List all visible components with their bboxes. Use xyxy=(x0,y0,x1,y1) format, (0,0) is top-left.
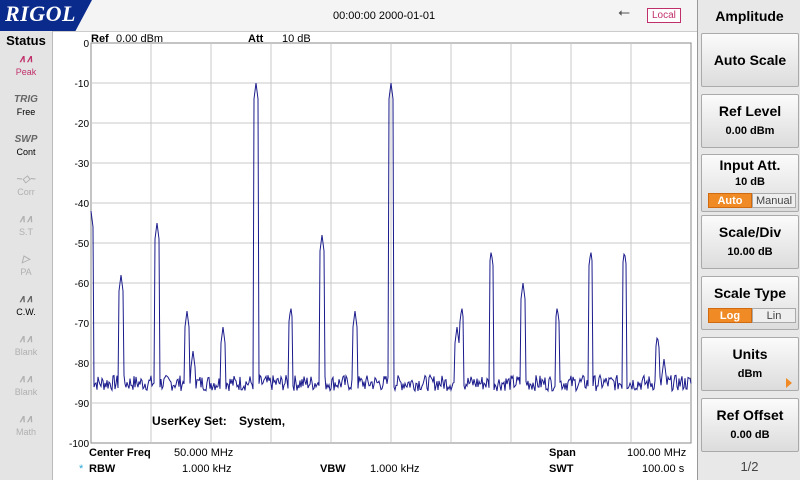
status-item-blank[interactable]: ∧∧ Blank xyxy=(6,333,46,369)
status-item-math[interactable]: ∧∧ Math xyxy=(6,413,46,449)
datetime: 00:00:00 2000-01-01 xyxy=(333,10,436,22)
vbw-value: 1.000 kHz xyxy=(370,463,420,475)
submenu-arrow-icon xyxy=(786,378,792,388)
spectrum-plot: 0 -10 -20 -30 -40 -50 -60 -70 -80 -90 -100 Ref 0.0… xyxy=(69,33,692,475)
scale-div-label: Scale/Div xyxy=(718,224,782,240)
scale-lin-option[interactable]: Lin xyxy=(752,308,796,323)
ref-level-label: Ref Level xyxy=(718,103,782,119)
ref-label: Ref xyxy=(91,33,109,45)
y-tick-label: -30 xyxy=(75,159,90,170)
center-freq-value: 50.000 MHz xyxy=(174,447,233,459)
input-att-value: 10 dB xyxy=(735,176,765,188)
spectrum-display: 0 -10 -20 -30 -40 -50 -60 -70 -80 -90 -100 Ref 0.0… xyxy=(52,31,697,480)
userkey-value: System, xyxy=(239,414,285,428)
scale-type-label: Scale Type xyxy=(713,285,787,301)
usb-icon: ⭠ xyxy=(618,4,631,21)
y-tick-label: 0 xyxy=(83,39,89,50)
status-item-label: PA xyxy=(20,267,32,277)
status-item-label: Math xyxy=(15,427,36,437)
blank-icon: ∧∧ xyxy=(18,334,34,345)
y-tick-label: -70 xyxy=(75,319,90,330)
y-tick-label: -20 xyxy=(75,119,90,130)
brand-text: RIGOL xyxy=(5,1,76,26)
status-item-st[interactable]: ∧∧ S.T xyxy=(6,213,46,249)
att-manual-option[interactable]: Manual xyxy=(752,193,796,208)
span-value: 100.00 MHz xyxy=(627,447,686,459)
ref-offset-button[interactable]: Ref Offset 0.00 dB xyxy=(701,398,799,452)
local-badge[interactable]: Local xyxy=(647,8,681,23)
auto-scale-button[interactable]: Auto Scale xyxy=(701,33,799,87)
status-item-cont[interactable]: SWP Cont xyxy=(6,133,46,169)
ref-value: 0.00 dBm xyxy=(116,33,163,45)
ref-offset-label: Ref Offset xyxy=(716,407,784,423)
scale-type-toggle[interactable]: Log Lin xyxy=(708,308,796,323)
scale-div-button[interactable]: Scale/Div 10.00 dB xyxy=(701,215,799,269)
status-item-free[interactable]: TRIG Free xyxy=(6,93,46,129)
st-icon: ∧∧ xyxy=(18,214,34,225)
status-item-blank[interactable]: ∧∧ Blank xyxy=(6,373,46,409)
math-icon: ∧∧ xyxy=(18,414,34,425)
scale-type-button[interactable]: Scale Type Log Lin xyxy=(701,276,799,330)
cw-icon: ∧∧ xyxy=(18,294,34,305)
peak-icon: ∧∧ xyxy=(18,54,34,65)
status-item-label: Corr xyxy=(17,187,35,197)
y-tick-label: -10 xyxy=(75,79,90,90)
status-item-corr[interactable]: ~◇~ Corr xyxy=(6,173,46,209)
input-att-label: Input Att. xyxy=(719,157,781,173)
att-mode-toggle[interactable]: Auto Manual xyxy=(708,193,796,208)
att-value: 10 dB xyxy=(282,33,311,45)
center-freq-label: Center Freq xyxy=(89,447,151,459)
trig-text-icon: TRIG xyxy=(14,94,38,105)
status-title: Status xyxy=(6,33,46,48)
ref-level-button[interactable]: Ref Level 0.00 dBm xyxy=(701,94,799,148)
scale-div-value: 10.00 dB xyxy=(727,246,773,258)
swp-text-icon: SWP xyxy=(14,134,38,145)
units-button[interactable]: Units dBm xyxy=(701,337,799,391)
status-item-label: S.T xyxy=(18,227,33,237)
y-tick-label: -50 xyxy=(75,239,90,250)
units-label: Units xyxy=(732,346,768,362)
status-item-label: Free xyxy=(16,107,36,117)
vbw-label: VBW xyxy=(320,463,346,475)
units-value: dBm xyxy=(737,368,763,380)
rbw-marker: * xyxy=(79,463,84,475)
scale-log-option[interactable]: Log xyxy=(708,308,752,323)
span-label: Span xyxy=(549,447,576,459)
ref-offset-value: 0.00 dB xyxy=(730,429,770,441)
status-item-label: Blank xyxy=(14,387,38,397)
y-tick-label: -100 xyxy=(69,439,89,450)
pa-icon: ▷ xyxy=(22,254,30,265)
status-item-peak[interactable]: ∧∧ Peak xyxy=(6,53,46,89)
auto-scale-label: Auto Scale xyxy=(713,52,787,68)
amplitude-menu: Amplitude Auto Scale Ref Level 0.00 dBm … xyxy=(697,0,800,480)
swt-value: 100.00 s xyxy=(642,463,685,475)
input-att-button[interactable]: Input Att. 10 dB Auto Manual xyxy=(701,154,799,212)
rbw-label: RBW xyxy=(89,463,116,475)
att-label: Att xyxy=(248,33,264,45)
menu-page-indicator[interactable]: 1/2 xyxy=(740,459,759,474)
status-item-label: C.W. xyxy=(16,307,36,317)
status-item-label: Cont xyxy=(16,147,36,157)
status-item-cw[interactable]: ∧∧ C.W. xyxy=(6,293,46,329)
rigol-logo: RIGOL xyxy=(0,0,92,31)
menu-title: Amplitude xyxy=(715,8,784,24)
status-item-pa[interactable]: ▷ PA xyxy=(6,253,46,289)
y-tick-label: -90 xyxy=(75,399,90,410)
status-item-label: Blank xyxy=(14,347,38,357)
att-auto-option[interactable]: Auto xyxy=(708,193,752,208)
y-tick-label: -40 xyxy=(75,199,90,210)
status-item-label: Peak xyxy=(15,67,37,77)
ref-level-value: 0.00 dBm xyxy=(725,125,775,137)
userkey-label: UserKey Set: xyxy=(152,414,227,428)
swt-label: SWT xyxy=(549,463,574,475)
spectrum-trace xyxy=(90,82,692,393)
y-tick-label: -60 xyxy=(75,279,90,290)
blank-icon: ∧∧ xyxy=(18,374,34,385)
y-tick-label: -80 xyxy=(75,359,90,370)
status-panel: Status ∧∧ Peak TRIG Free SWP Cont ~◇~ Corr ∧∧ S.T… xyxy=(0,31,53,480)
corr-icon: ~◇~ xyxy=(16,174,36,185)
top-bar: RIGOL 00:00:00 2000-01-01 ⭠ Local xyxy=(0,0,697,32)
rbw-value: 1.000 kHz xyxy=(182,463,232,475)
